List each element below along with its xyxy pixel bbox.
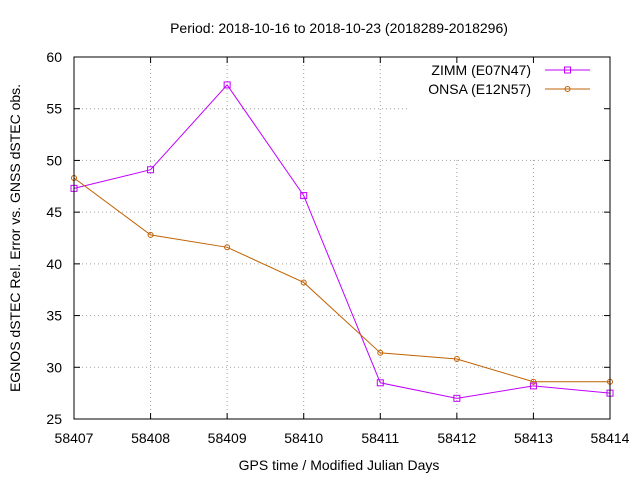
y-tick-label: 60 (46, 49, 62, 65)
legend: ZIMM (E07N47) ONSA (E12N57) (428, 62, 590, 97)
chart-title: Period: 2018-10-16 to 2018-10-23 (201828… (170, 20, 508, 36)
data-point (453, 394, 461, 402)
x-tick-labels: 58407 58408 58409 58410 58411 58412 58413 58414 (55, 430, 630, 446)
series-lines (73, 84, 611, 399)
legend-label: ZIMM (E07N47) (431, 62, 531, 78)
data-point (224, 244, 231, 251)
data-point (147, 166, 155, 174)
y-tick-label: 40 (46, 256, 62, 272)
data-point (300, 279, 307, 286)
data-point (147, 231, 154, 238)
series-markers (70, 81, 614, 402)
x-tick-label: 58408 (131, 430, 170, 446)
y-tick-labels: 25 30 35 40 45 50 55 60 (46, 49, 62, 427)
y-tick-label: 30 (46, 359, 62, 375)
x-axis-label: GPS time / Modified Julian Days (239, 457, 440, 473)
data-point (530, 378, 537, 385)
grid (74, 57, 610, 419)
y-axis-label: EGNOS dSTEC Rel. Error vs. GNSS dSTEC ob… (7, 84, 23, 392)
x-tick-label: 58409 (208, 430, 247, 446)
x-tick-label: 58411 (361, 430, 399, 446)
data-point (223, 81, 231, 89)
x-tick-label: 58410 (284, 430, 323, 446)
series-line (73, 84, 611, 399)
x-tick-label: 58414 (591, 430, 630, 446)
legend-marker (564, 66, 571, 74)
y-tick-label: 45 (46, 204, 62, 220)
x-tick-label: 58412 (437, 430, 476, 446)
legend-marker (564, 86, 571, 92)
y-tick-label: 55 (46, 101, 62, 117)
y-tick-label: 50 (46, 152, 62, 168)
plot-frame (73, 56, 611, 420)
y-tick-label: 25 (46, 411, 62, 427)
x-tick-label: 58407 (55, 430, 94, 446)
series-line (73, 177, 610, 383)
x-tick-label: 58413 (514, 430, 553, 446)
axis-ticks (73, 56, 611, 420)
data-point (300, 192, 308, 200)
y-tick-label: 35 (46, 308, 62, 324)
data-point (376, 379, 384, 387)
data-point (453, 356, 460, 363)
legend-label: ONSA (E12N57) (428, 81, 531, 97)
data-point (529, 382, 537, 390)
data-point (377, 349, 384, 356)
